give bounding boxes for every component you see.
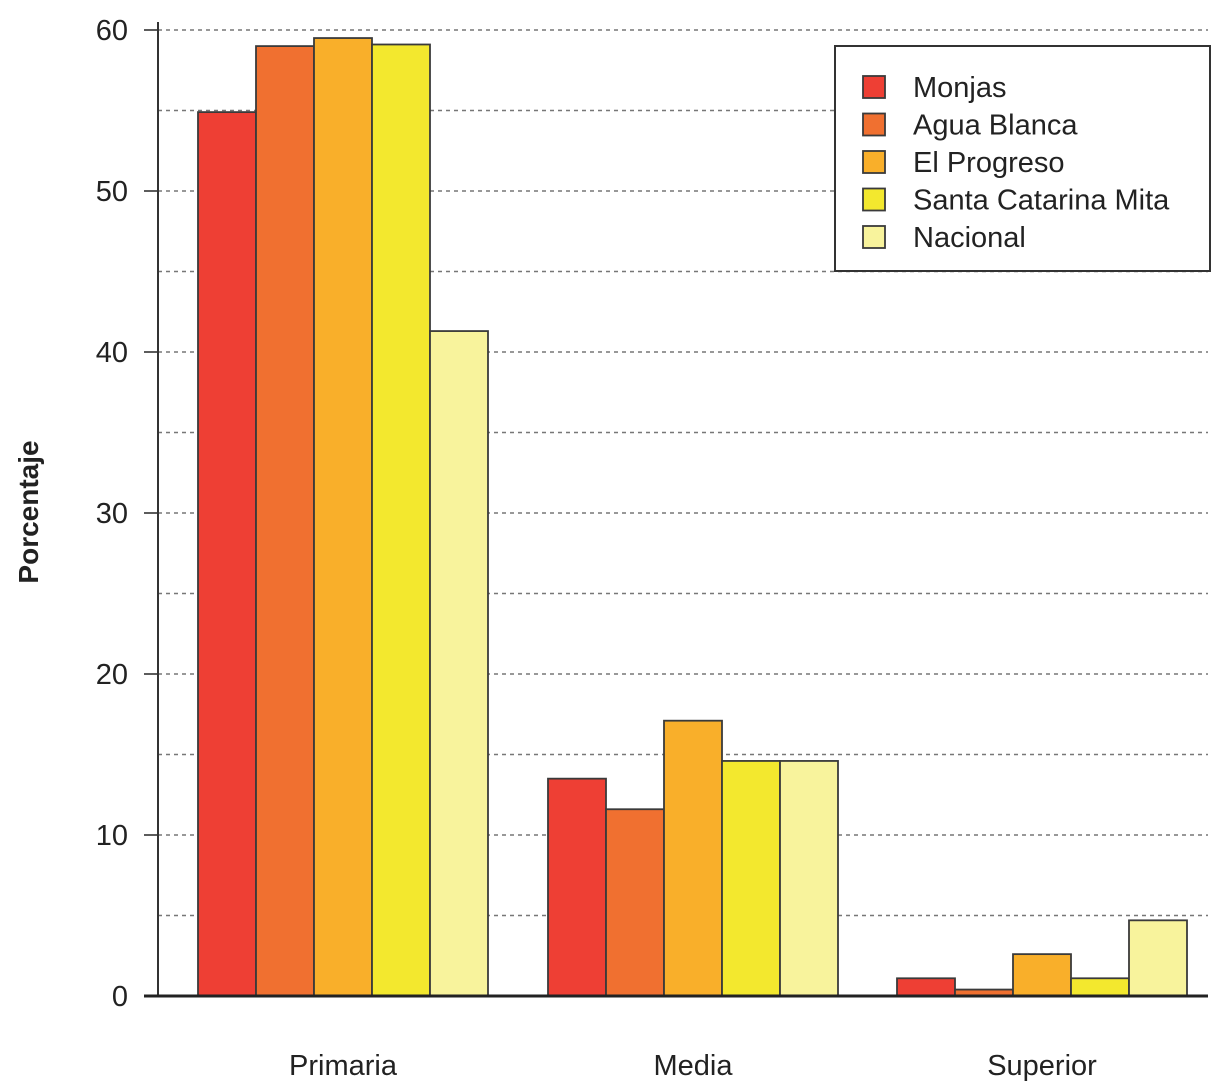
bar-agua-blanca-media bbox=[605, 808, 665, 997]
bar-el-progreso-media bbox=[663, 719, 723, 997]
y-tick-label: 10 bbox=[96, 820, 128, 852]
y-tick-label: 30 bbox=[96, 498, 128, 530]
bar-nacional-media bbox=[779, 760, 839, 997]
legend-swatch bbox=[862, 150, 886, 174]
x-category-label: Superior bbox=[987, 1050, 1097, 1082]
y-tick-label: 60 bbox=[96, 15, 128, 47]
legend-label: El Progreso bbox=[913, 147, 1065, 179]
legend-swatch bbox=[862, 225, 886, 249]
legend-label: Monjas bbox=[913, 72, 1007, 104]
bar-santa-catarina-mita-superior bbox=[1070, 977, 1130, 997]
y-tick-label: 50 bbox=[96, 176, 128, 208]
bar-monjas-media bbox=[547, 777, 607, 997]
bar-nacional-superior bbox=[1128, 919, 1188, 997]
y-tick-label: 40 bbox=[96, 337, 128, 369]
legend-swatch bbox=[862, 75, 886, 99]
bar-santa-catarina-mita-media bbox=[721, 760, 781, 997]
legend-box bbox=[834, 45, 1211, 272]
legend-label: Nacional bbox=[913, 222, 1026, 254]
bar-agua-blanca-primaria bbox=[255, 45, 315, 997]
bar-monjas-superior bbox=[896, 977, 956, 997]
x-category-label: Media bbox=[654, 1050, 734, 1082]
bar-el-progreso-superior bbox=[1012, 953, 1072, 997]
bar-el-progreso-primaria bbox=[313, 37, 373, 997]
bar-santa-catarina-mita-primaria bbox=[371, 43, 431, 997]
y-tick-label: 20 bbox=[96, 659, 128, 691]
legend-swatch bbox=[862, 112, 886, 137]
legend: Monjas Agua Blanca El Progreso Santa Catari… bbox=[834, 45, 1211, 272]
legend-swatch bbox=[862, 187, 886, 212]
axis-labels: 0 10 20 30 40 50 60 Primaria Media Superior bbox=[96, 15, 1097, 1082]
y-axis-title: Porcentaje bbox=[13, 440, 44, 583]
x-category-label: Primaria bbox=[289, 1050, 398, 1082]
axes bbox=[144, 22, 1208, 998]
y-tick-label: 0 bbox=[112, 981, 128, 1013]
bar-monjas-primaria bbox=[197, 111, 257, 997]
bar-nacional-primaria bbox=[429, 330, 489, 997]
legend-label: Santa Catarina Mita bbox=[913, 185, 1170, 217]
legend-label: Agua Blanca bbox=[913, 110, 1078, 142]
